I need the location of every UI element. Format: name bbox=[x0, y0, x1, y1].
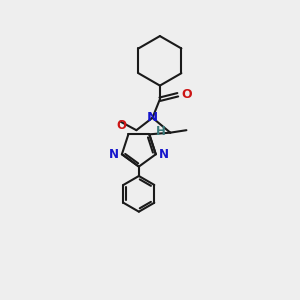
Text: O: O bbox=[116, 119, 126, 132]
Text: N: N bbox=[147, 111, 158, 124]
Text: N: N bbox=[159, 148, 169, 161]
Text: O: O bbox=[181, 88, 192, 101]
Text: N: N bbox=[109, 148, 119, 161]
Text: H: H bbox=[156, 125, 166, 138]
